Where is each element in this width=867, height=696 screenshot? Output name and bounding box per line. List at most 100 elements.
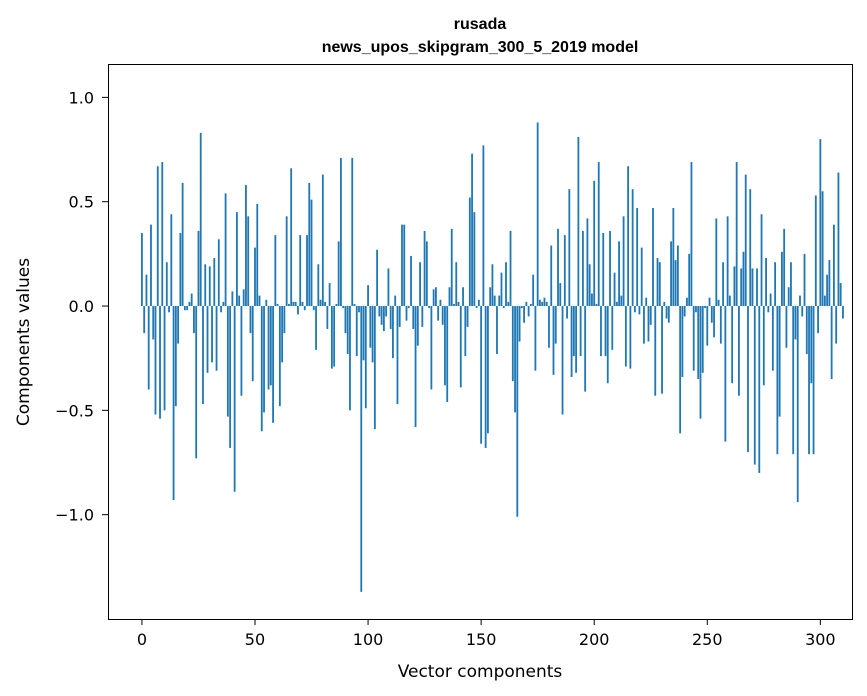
bar-84 xyxy=(330,306,333,369)
bar-285 xyxy=(785,306,788,348)
bar-303 xyxy=(826,274,829,307)
bar-58 xyxy=(272,306,274,423)
bar-88 xyxy=(340,157,342,307)
bar-49 xyxy=(251,306,254,382)
bar-134 xyxy=(444,306,446,386)
bar-104 xyxy=(376,249,379,307)
bar-34 xyxy=(217,239,220,307)
bar-19 xyxy=(183,306,186,311)
bar-148 xyxy=(475,306,478,309)
bar-227 xyxy=(654,306,657,396)
bar-118 xyxy=(407,306,410,309)
bar-211 xyxy=(618,241,620,307)
bar-197 xyxy=(586,218,589,307)
bar-244 xyxy=(692,306,695,371)
bar-135 xyxy=(446,306,449,403)
bar-132 xyxy=(439,299,442,307)
bar-144 xyxy=(466,306,469,327)
bar-111 xyxy=(392,306,394,359)
bar-131 xyxy=(437,306,440,321)
bar-125 xyxy=(423,230,426,307)
bar-174 xyxy=(534,306,537,371)
bar-145 xyxy=(468,197,471,307)
bar-171 xyxy=(527,306,530,317)
bar-267 xyxy=(744,174,747,307)
bar-252 xyxy=(710,306,713,323)
bar-178 xyxy=(543,297,546,307)
x-tick-label: 50 xyxy=(245,630,265,649)
bar-74 xyxy=(308,182,311,307)
bar-6 xyxy=(154,306,157,415)
bar-215 xyxy=(627,166,630,307)
bar-167 xyxy=(518,306,521,342)
bar-86 xyxy=(335,303,338,307)
bar-35 xyxy=(220,306,222,313)
bar-51 xyxy=(256,203,259,307)
bar-268 xyxy=(747,306,749,453)
x-tick-label: 200 xyxy=(579,630,610,649)
bar-27 xyxy=(202,306,204,405)
bar-63 xyxy=(283,306,286,334)
bar-217 xyxy=(631,189,634,307)
bar-232 xyxy=(665,306,668,319)
bar-277 xyxy=(767,306,770,313)
bar-280 xyxy=(774,262,777,307)
bar-264 xyxy=(738,306,740,396)
bar-140 xyxy=(457,301,460,307)
bar-304 xyxy=(828,260,831,307)
bar-310 xyxy=(842,306,844,319)
bar-206 xyxy=(606,306,609,384)
bar-11 xyxy=(165,262,168,307)
bar-78 xyxy=(317,264,320,307)
bar-45 xyxy=(242,289,245,307)
bar-85 xyxy=(333,306,336,367)
bar-305 xyxy=(830,306,833,380)
bar-83 xyxy=(328,283,331,307)
bar-112 xyxy=(394,295,397,307)
y-tick-label: −1.0 xyxy=(55,506,94,525)
bar-82 xyxy=(326,306,329,329)
bar-24 xyxy=(195,306,198,459)
bar-233 xyxy=(667,306,670,323)
bar-212 xyxy=(620,295,623,307)
bar-128 xyxy=(430,306,433,390)
bar-89 xyxy=(342,306,345,309)
bar-73 xyxy=(306,235,308,307)
bar-274 xyxy=(760,214,763,307)
bar-129 xyxy=(432,289,435,307)
bar-184 xyxy=(557,228,559,307)
bar-238 xyxy=(679,306,682,434)
bar-193 xyxy=(577,137,580,307)
bar-271 xyxy=(753,306,756,465)
bar-15 xyxy=(174,306,177,407)
bar-218 xyxy=(634,306,636,313)
bar-9 xyxy=(161,162,164,307)
bar-263 xyxy=(735,162,738,307)
bar-149 xyxy=(477,299,480,307)
bar-57 xyxy=(269,306,272,386)
bar-18 xyxy=(181,182,184,307)
y-tick-label: 0.0 xyxy=(69,297,94,316)
bar-97 xyxy=(360,306,363,592)
bar-152 xyxy=(484,306,487,448)
bar-66 xyxy=(290,168,293,307)
bar-29 xyxy=(206,306,209,373)
bar-41 xyxy=(233,306,236,492)
bar-302 xyxy=(823,295,826,307)
bar-223 xyxy=(645,297,648,307)
bar-209 xyxy=(613,272,616,307)
bar-245 xyxy=(695,306,697,313)
bar-115 xyxy=(401,224,403,307)
bar-77 xyxy=(315,306,317,350)
bar-44 xyxy=(240,306,243,396)
y-tick-label: 0.5 xyxy=(69,193,94,212)
bar-12 xyxy=(168,306,170,313)
bar-155 xyxy=(491,264,494,307)
bar-230 xyxy=(661,306,663,394)
bar-172 xyxy=(529,303,532,307)
bar-32 xyxy=(213,258,216,307)
bar-283 xyxy=(780,251,783,307)
bar-61 xyxy=(278,306,281,407)
bar-202 xyxy=(597,162,600,307)
bar-294 xyxy=(805,306,808,355)
